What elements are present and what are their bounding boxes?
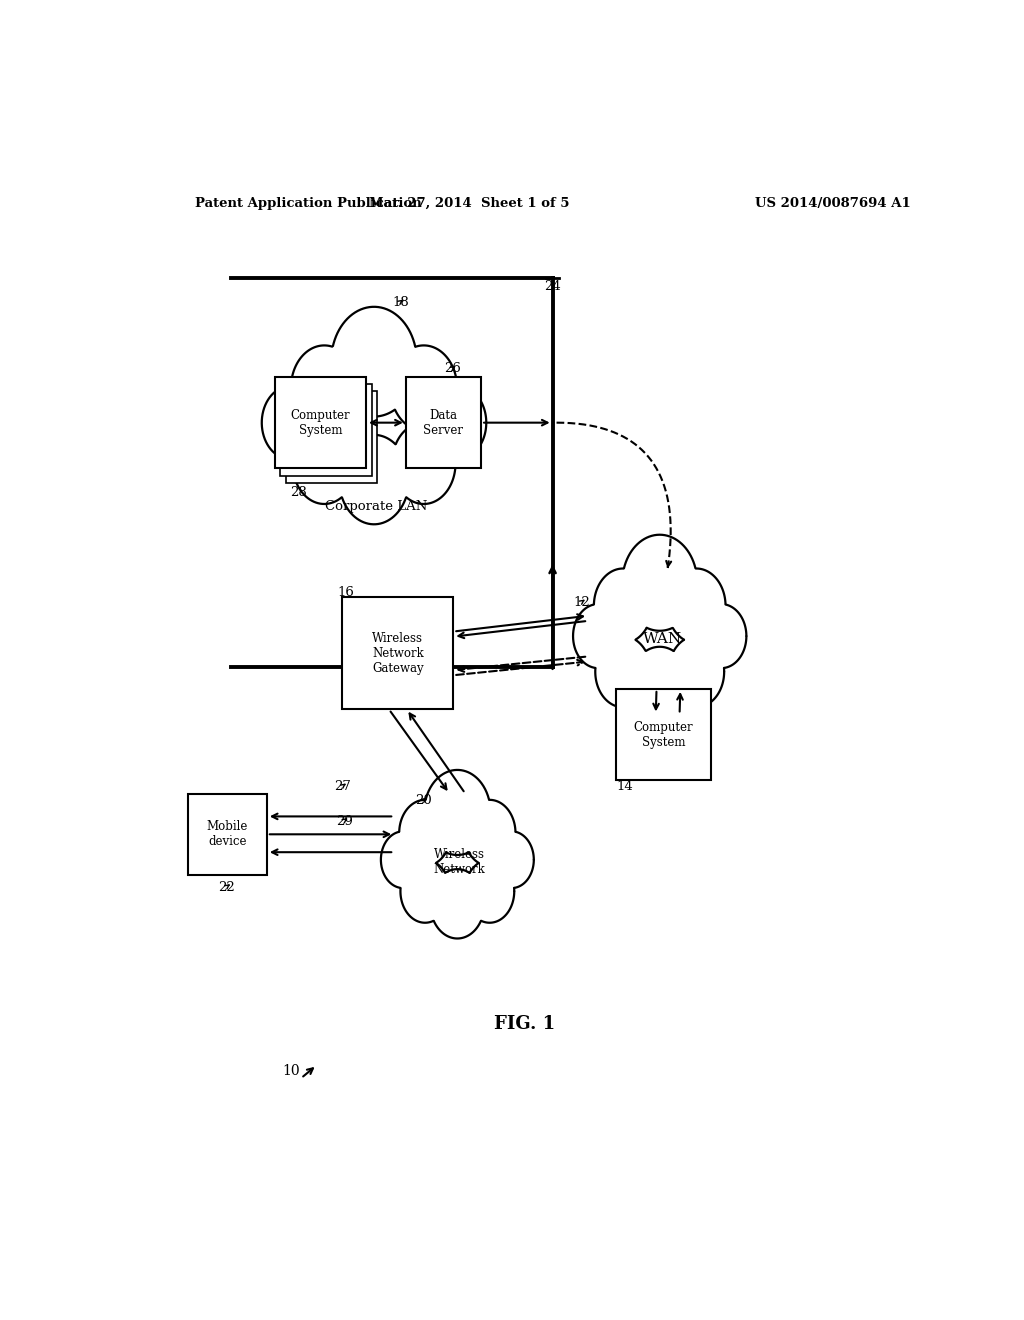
Circle shape [429, 385, 486, 459]
Text: Patent Application Publication: Patent Application Publication [196, 197, 422, 210]
Text: 10: 10 [283, 1064, 300, 1078]
Bar [274, 378, 367, 469]
Circle shape [465, 859, 514, 923]
Text: Mobile
device: Mobile device [207, 820, 248, 849]
Circle shape [293, 422, 356, 504]
Text: Mar. 27, 2014  Sheet 1 of 5: Mar. 27, 2014 Sheet 1 of 5 [369, 197, 569, 210]
Circle shape [339, 434, 409, 524]
Text: Computer
System: Computer System [634, 721, 693, 748]
Text: 26: 26 [443, 362, 461, 375]
Circle shape [594, 569, 652, 643]
Circle shape [424, 770, 490, 855]
Circle shape [331, 306, 417, 417]
Text: FIG. 1: FIG. 1 [495, 1015, 555, 1034]
Bar [281, 384, 372, 475]
Circle shape [464, 800, 515, 866]
Bar [286, 391, 377, 483]
Circle shape [399, 800, 451, 866]
Circle shape [430, 869, 484, 939]
Text: US 2014/0087694 A1: US 2014/0087694 A1 [755, 197, 910, 210]
Bar [342, 598, 454, 709]
Bar [406, 378, 481, 469]
Circle shape [392, 422, 456, 504]
Circle shape [262, 385, 318, 459]
Text: Wireless
Network
Gateway: Wireless Network Gateway [372, 632, 424, 675]
Circle shape [629, 647, 690, 725]
Circle shape [623, 535, 697, 631]
Text: 16: 16 [338, 586, 354, 599]
Circle shape [573, 605, 623, 668]
Text: Corporate LAN: Corporate LAN [325, 499, 427, 512]
Circle shape [696, 605, 746, 668]
Text: 12: 12 [573, 597, 590, 609]
Text: 29: 29 [336, 814, 353, 828]
Text: 22: 22 [218, 880, 236, 894]
Text: 18: 18 [392, 296, 409, 309]
Text: 14: 14 [616, 780, 633, 793]
Text: Data
Server: Data Server [424, 409, 464, 437]
Circle shape [668, 569, 726, 643]
Bar [187, 793, 267, 875]
Text: 28: 28 [290, 486, 306, 499]
Text: Wireless
Network: Wireless Network [434, 847, 485, 875]
Text: 24: 24 [544, 280, 560, 293]
Text: 27: 27 [334, 780, 351, 793]
Circle shape [595, 636, 651, 708]
Text: Computer
System: Computer System [291, 409, 350, 437]
Circle shape [291, 346, 357, 430]
Text: 20: 20 [416, 795, 432, 808]
Bar [616, 689, 712, 780]
Circle shape [669, 636, 724, 708]
Circle shape [400, 859, 450, 923]
Circle shape [381, 832, 425, 888]
Circle shape [489, 832, 534, 888]
Circle shape [390, 346, 457, 430]
Text: WAN: WAN [642, 632, 682, 647]
